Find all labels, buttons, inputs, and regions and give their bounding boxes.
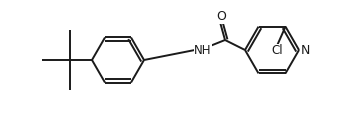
Text: N: N <box>300 44 310 57</box>
Text: NH: NH <box>194 45 212 57</box>
Text: O: O <box>216 11 226 24</box>
Text: Cl: Cl <box>272 44 283 57</box>
